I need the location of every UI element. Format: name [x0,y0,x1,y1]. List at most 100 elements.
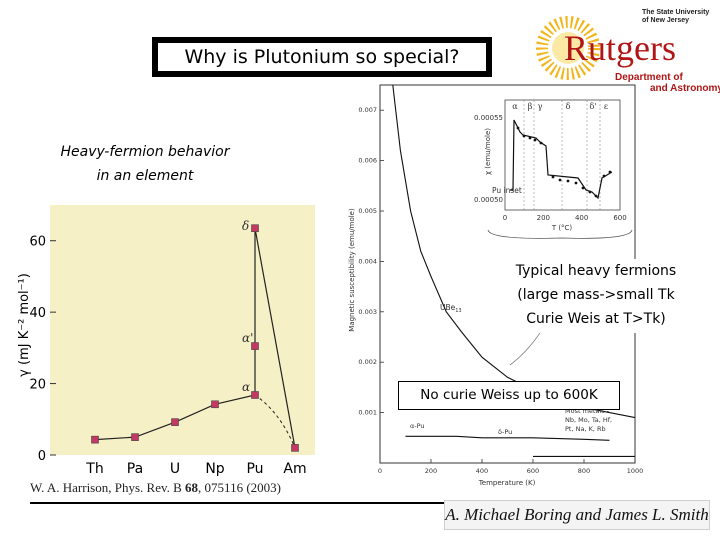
inset-data-point [539,141,543,145]
delta-am-line [254,228,296,448]
gamma-x-tick-label: Pa [127,461,143,477]
caption: Heavy-fermion behavior in an element [30,140,260,188]
susc-y-tick-label: 0.001 [358,409,377,417]
inset-data-point [516,126,520,130]
pu-phase-label: α [242,380,250,394]
inset-data-point [558,178,562,182]
pu-phase-label: δ [242,219,249,233]
inset-phase-label: ε [604,102,608,111]
gamma-x-tick-label: Pu [246,461,263,477]
susc-x-tick-label: 600 [527,467,539,475]
alpha-am-dashed-line [254,394,296,449]
susceptibility-x-axis-label: Temperature (K) [478,479,536,487]
inset-y-tick-label: 0.00055 [474,114,503,122]
susc-x-tick-label: 400 [476,467,488,475]
inset-data-point [566,179,570,183]
caption-line-2: in an element [96,168,194,184]
gamma-x-tick-label: Am [283,461,306,477]
title-box: Why is Plutonium so special? [152,37,492,77]
inset-x-tick-label: 400 [575,214,588,222]
gamma-y-tick-label: 0 [38,449,46,464]
tk-line-3: Curie Weis at T>Tk) [526,311,666,327]
gamma-x-tick-label: U [170,461,180,477]
curie-weiss-note: No curie Weiss up to 600K [398,381,620,410]
reference-citation: W. A. Harrison, Phys. Rev. B 68, 075116 … [30,480,281,496]
inset-x-tick-label: 0 [503,214,507,222]
metals-label-3: Pt, Na, K, Rb [565,425,606,433]
gamma-y-tick-label: 40 [29,306,46,321]
gamma-chart-background [50,205,315,455]
ref-author: W. A. Harrison, Phys. Rev. B [30,480,182,495]
susceptibility-y-axis-label: Magnetic susceptibility (emu/mole) [348,208,356,332]
gamma-data-point [291,444,299,452]
gamma-y-tick-label: 60 [29,235,46,250]
logo-univ-line2: of New Jersey [642,17,689,24]
inset-brace [487,229,633,239]
gamma-y-tick-label: 20 [29,378,46,393]
alpha-pu-label: α-Pu [410,422,425,430]
inset-data-point [581,186,585,190]
delta-pu-label: δ-Pu [498,428,512,436]
susc-y-tick-label: 0.006 [358,157,377,165]
inset-phase-label: δ' [589,102,596,111]
pu-phase-point [251,342,259,350]
gamma-data-point [211,400,219,409]
inset-data-point [602,174,606,178]
inset-data-point [608,170,612,174]
susc-y-tick-label: 0.003 [358,308,377,316]
inset-x-tick-label: 200 [537,214,550,222]
logo-univ-line1: The State University [642,9,709,16]
pu-phase-label: α' [242,331,253,345]
inset-data-point [522,134,526,138]
ref-volume: 68 [185,480,199,495]
bottom-divider [30,502,450,504]
author-credit: A. Michael Boring and James L. Smith [444,500,710,530]
gamma-data-point [91,435,99,444]
susc-x-tick-label: 200 [425,467,437,475]
pu-curve [405,435,610,441]
inset-y-tick-label: 0.00050 [474,196,503,204]
inset-data-point [528,136,532,140]
susc-y-tick-label: 0.004 [358,257,377,265]
inset-data-point [551,175,555,179]
inset-phase-label: β [528,102,533,111]
tk-line-1: Typical heavy fermions [515,263,677,279]
inset-data-point [594,194,598,198]
sun-icon [536,16,600,80]
inset-phase-label: δ [566,102,571,111]
inset-label: Pu inset [492,186,522,195]
metals-label-2: Nb, Mo, Ta, Hf, [565,416,612,424]
logo-dept-line2: and Astronomy [650,83,720,94]
gamma-data-point [251,391,259,399]
susc-y-tick-label: 0.002 [358,358,377,366]
inset-data-point [574,181,578,185]
gamma-chart: γ (mJ K⁻² mol⁻¹) 0 20 40 60 Th Pa U Np Pu Am α α'… [17,205,315,477]
susc-y-tick-label: 0.005 [358,207,377,215]
metals-label-1: Most metals - [565,407,610,415]
pu-inset-box [504,99,621,211]
inset-phase-label: γ [538,102,543,111]
inset-x-tick-label: 600 [613,214,626,222]
slide-title: Why is Plutonium so special? [158,43,486,71]
gamma-x-tick-label: Th [85,461,103,477]
rutgers-logo: The State University of New Jersey Rutge… [536,9,720,94]
logo-dept-line1: Department of [615,72,683,83]
inset-y-axis-label: χ (emu/mole) [484,128,492,175]
ref-rest: , 075116 (2003) [198,480,281,495]
susc-x-tick-label: 1000 [627,467,644,475]
inset-data-point [533,138,537,142]
inset-phase-label: α [512,102,518,111]
gamma-y-axis-label: γ (mJ K⁻² mol⁻¹) [17,273,32,377]
gamma-data-point [171,418,179,426]
gamma-data-point [131,433,139,441]
tk-line-2: (large mass->small Tk [517,287,675,303]
pu-phase-point [251,224,259,233]
susc-x-tick-label: 800 [578,467,590,475]
logo-name: Rutgers [564,28,676,68]
susc-x-tick-label: 0 [378,467,382,475]
caption-line-1: Heavy-fermion behavior [60,144,230,160]
inset-x-axis-label: T (°C) [551,224,573,232]
heavy-fermion-note: Typical heavy fermions (large mass->smal… [504,259,688,333]
susc-y-tick-label: 0.007 [358,106,377,114]
gamma-x-tick-label: Np [205,461,224,477]
